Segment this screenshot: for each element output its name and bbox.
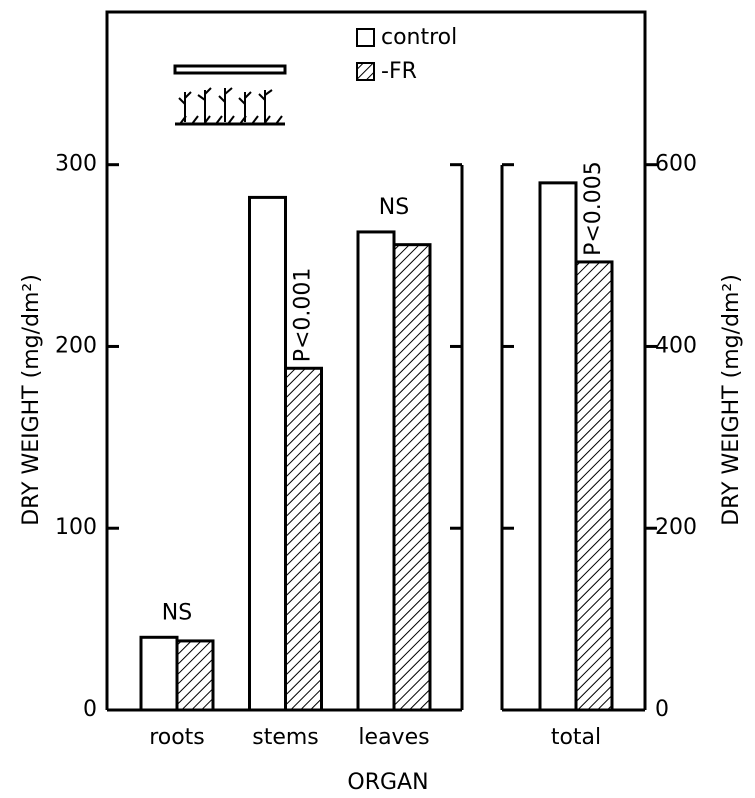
y-axis-label: DRY WEIGHT (mg/dm²) (19, 274, 44, 526)
x-tick-label: stems (252, 725, 319, 750)
legend-swatch (356, 62, 375, 81)
legend-label: -FR (381, 59, 417, 84)
y-tick-label: 300 (55, 152, 97, 177)
bar (139, 635, 179, 712)
x-axis-label: ORGAN (347, 770, 428, 795)
annotation: NS (162, 600, 192, 625)
plant-icon (173, 64, 287, 126)
legend-swatch (356, 28, 375, 47)
legend-label: control (381, 25, 457, 50)
annotation: NS (379, 195, 409, 220)
y-tick-label: 200 (55, 333, 97, 358)
x-tick-label: total (551, 725, 601, 750)
bar (356, 230, 396, 712)
y-tick-label: 0 (83, 697, 97, 722)
bar (574, 260, 614, 712)
bar (538, 181, 578, 712)
y2-axis-label: DRY WEIGHT (mg/dm²) (719, 274, 744, 526)
annotation: P<0.001 (291, 268, 316, 363)
annotation: P<0.005 (581, 161, 606, 256)
bar (392, 243, 432, 712)
y2-tick-label: 400 (655, 333, 697, 358)
y2-tick-label: 600 (655, 152, 697, 177)
x-tick-label: roots (149, 725, 205, 750)
bar (284, 366, 323, 712)
frame (105, 10, 647, 710)
bar (175, 639, 215, 712)
y2-tick-label: 0 (655, 697, 669, 722)
bar (248, 195, 287, 712)
y2-tick-label: 200 (655, 515, 697, 540)
x-tick-label: leaves (358, 725, 429, 750)
y-tick-label: 100 (55, 515, 97, 540)
